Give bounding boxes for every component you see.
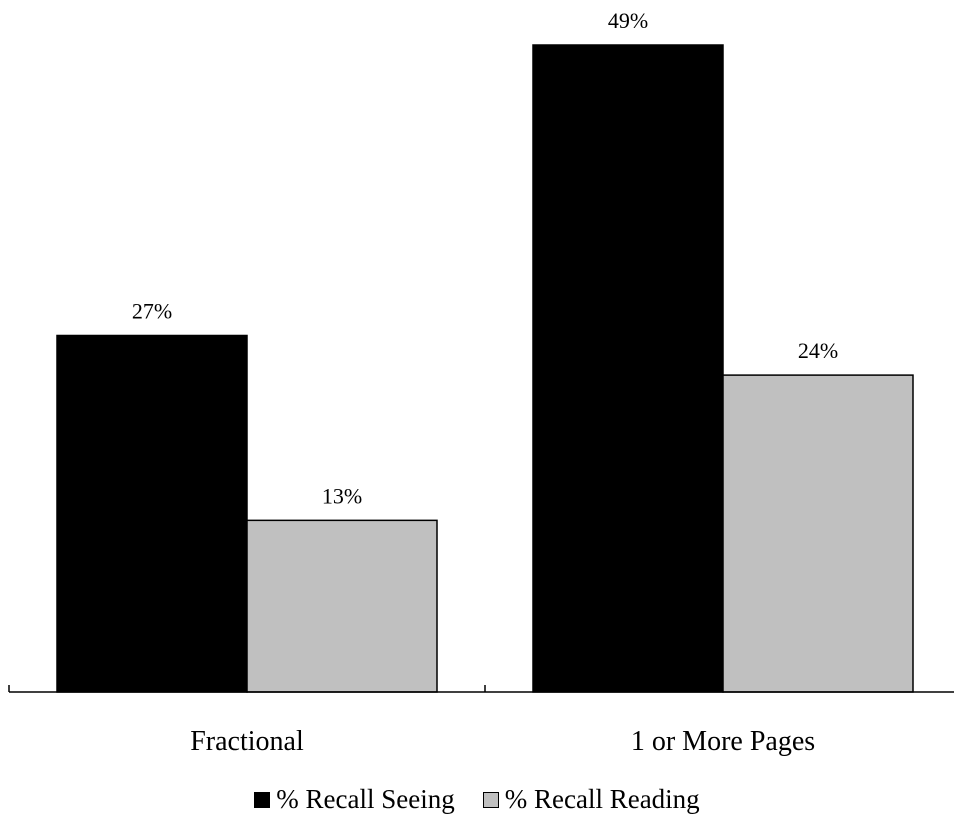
legend-swatch-seeing xyxy=(254,791,271,808)
bar-reading-pages xyxy=(722,374,914,693)
data-label: 27% xyxy=(132,298,172,323)
bars-group xyxy=(56,44,914,693)
legend-item-recall-seeing: % Recall Seeing xyxy=(254,784,455,815)
data-label: 49% xyxy=(608,8,648,33)
bar-seeing-pages xyxy=(532,44,724,693)
legend: % Recall Seeing % Recall Reading xyxy=(0,784,954,815)
bar-seeing-fractional xyxy=(56,334,248,693)
legend-swatch-reading xyxy=(482,791,499,808)
bar-reading-fractional xyxy=(246,519,438,693)
data-label: 13% xyxy=(322,483,362,508)
category-label: 1 or More Pages xyxy=(631,726,815,757)
legend-label-seeing: % Recall Seeing xyxy=(276,784,455,814)
data-label: 24% xyxy=(798,338,838,363)
x-axis xyxy=(8,685,954,693)
category-label: Fractional xyxy=(190,726,304,757)
data-labels-group: 27% 13% 49% 24% xyxy=(132,8,838,508)
legend-item-recall-reading: % Recall Reading xyxy=(482,784,700,815)
legend-label-reading: % Recall Reading xyxy=(504,784,700,814)
category-labels-group: Fractional 1 or More Pages xyxy=(190,726,815,757)
